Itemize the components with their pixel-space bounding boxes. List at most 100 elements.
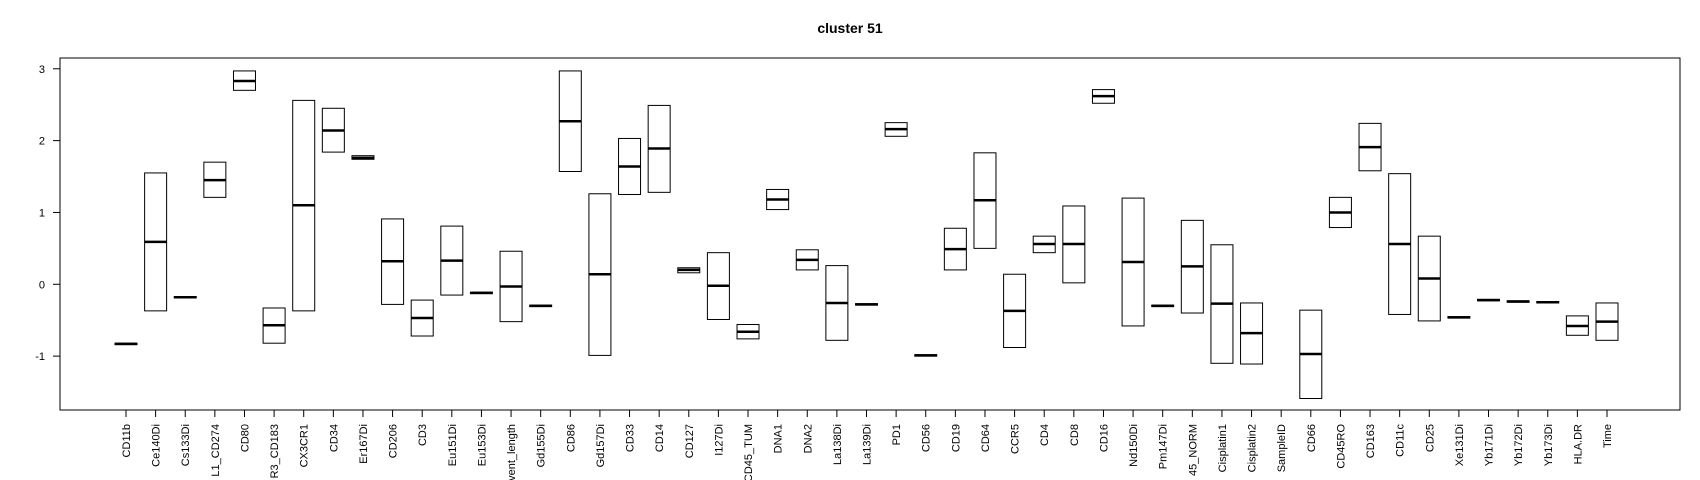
box-Pm147Di (1151, 304, 1175, 308)
y-tick-label: 0 (39, 279, 45, 291)
x-tick-label: CD45_TUM (743, 424, 755, 480)
y-tick-label: 1 (39, 207, 45, 219)
box-CD11c (1388, 173, 1412, 315)
x-tick-label: CD34 (328, 424, 340, 452)
box-Nd150Di (1121, 197, 1145, 327)
x-tick-label: CD16 (1098, 424, 1110, 452)
box-Time (1595, 302, 1619, 341)
x-tick-label: CD127 (684, 424, 696, 458)
x-tick-label: Eu153Di (476, 424, 488, 466)
chart-title: cluster 51 (817, 20, 883, 36)
box-La138Di (825, 265, 849, 341)
x-tick-label: CD25 (1424, 424, 1436, 452)
box-CD86 (558, 70, 582, 173)
x-tick-label: CD4 (1039, 424, 1051, 446)
box-Gd157Di (588, 193, 612, 356)
box-Yb172Di (1506, 300, 1530, 303)
box-CD33 (618, 137, 642, 195)
x-tick-label: Gd157Di (595, 424, 607, 467)
x-tick-label: Xe131Di (1454, 424, 1466, 466)
x-tick-label: CD14 (654, 424, 666, 452)
y-tick-label: -1 (35, 351, 45, 363)
x-tick-label: CD56 (921, 424, 933, 452)
x-tick-label: Cs133Di (180, 424, 192, 466)
box-CD66 (1299, 309, 1323, 400)
box-DNA2 (795, 249, 819, 271)
box-Yb171Di (1477, 298, 1501, 302)
box-CD8 (1062, 205, 1086, 284)
box-Yb173Di (1536, 300, 1560, 304)
x-tick-label: vent_length (506, 424, 518, 480)
x-tick-label: Yb172Di (1513, 424, 1525, 466)
box-CCR5 (1003, 273, 1027, 349)
box-45_NORM (1180, 219, 1204, 314)
box-I127Di (706, 252, 730, 320)
box-CD45RO (1328, 196, 1352, 229)
box-Gd155Di (529, 304, 553, 308)
box-Ce140Di (144, 172, 168, 312)
x-tick-label: Nd150Di (1128, 424, 1140, 467)
box-CD206 (381, 218, 405, 305)
x-tick-label: Cisplatin1 (1217, 424, 1229, 472)
box-CD56 (914, 354, 938, 357)
boxes-layer (114, 70, 1619, 400)
box-L1_CD274 (203, 161, 227, 198)
x-tick-label: CD33 (625, 424, 637, 452)
box-vent_length (499, 250, 523, 323)
box-CD4 (1032, 235, 1056, 254)
x-tick-label: PD1 (891, 424, 903, 445)
x-tick-label: La139Di (862, 424, 874, 465)
box-CD127 (677, 267, 701, 274)
x-tick-label: Time (1602, 424, 1614, 448)
box-CD45_TUM (736, 324, 760, 340)
box-CD163 (1358, 122, 1382, 172)
box-CX3CR1 (292, 99, 316, 312)
x-tick-label: 45_NORM (1187, 424, 1199, 476)
x-tick-label: Ce140Di (151, 424, 163, 467)
box-R3_CD183 (262, 307, 286, 344)
x-tick-label: CD11c (1395, 424, 1407, 457)
plot-frame (59, 57, 1681, 411)
x-tick-label: R3_CD183 (269, 424, 281, 478)
x-tick-label: CD45RO (1335, 424, 1347, 469)
box-Cisplatin2 (1240, 302, 1264, 365)
x-tick-label: CD163 (1365, 424, 1377, 458)
y-tick-label: 3 (39, 64, 45, 76)
y-tick-label: 2 (39, 136, 45, 148)
box-Eu153Di (469, 291, 493, 295)
box-CD64 (973, 152, 997, 249)
box-HLA.DR (1565, 315, 1589, 336)
x-axis-ticks: CD11b Ce140Di Cs133Di L1_CD274 CD80 R3_CD183 C… (121, 410, 1614, 480)
x-tick-label: CD11b (121, 424, 133, 457)
box-La139Di (855, 303, 878, 306)
x-tick-label: Er167Di (358, 424, 370, 464)
box-Cs133Di (173, 295, 197, 299)
x-tick-label: CX3CR1 (299, 424, 311, 467)
box-CD3 (410, 299, 434, 337)
x-tick-label: DNA1 (773, 424, 785, 453)
x-tick-label: Yb173Di (1543, 424, 1555, 466)
x-tick-label: Yb171Di (1484, 424, 1496, 466)
box-CD16 (1091, 89, 1115, 104)
x-tick-label: Pm147Di (1158, 424, 1170, 469)
x-tick-label: CCR5 (1010, 424, 1022, 454)
x-tick-label: CD80 (239, 424, 251, 452)
x-tick-label: L1_CD274 (210, 424, 222, 477)
box-Cisplatin1 (1210, 244, 1234, 364)
x-tick-label: CD19 (950, 424, 962, 452)
box-CD11b (114, 342, 138, 346)
box-Er167Di (351, 155, 375, 160)
box-CD19 (943, 227, 967, 271)
box-CD14 (647, 104, 671, 193)
x-tick-label: Eu151Di (447, 424, 459, 466)
box-Eu151Di (440, 225, 464, 296)
box-CD25 (1417, 235, 1441, 322)
box-DNA1 (766, 188, 790, 211)
x-tick-label: Cisplatin2 (1247, 424, 1259, 472)
x-tick-label: CD8 (1069, 424, 1081, 446)
x-tick-label: I127Di (713, 424, 725, 456)
x-tick-label: HLA.DR (1572, 424, 1584, 464)
y-axis-ticks: -1 0 1 2 3 (35, 64, 60, 363)
box-CD80 (232, 70, 256, 91)
